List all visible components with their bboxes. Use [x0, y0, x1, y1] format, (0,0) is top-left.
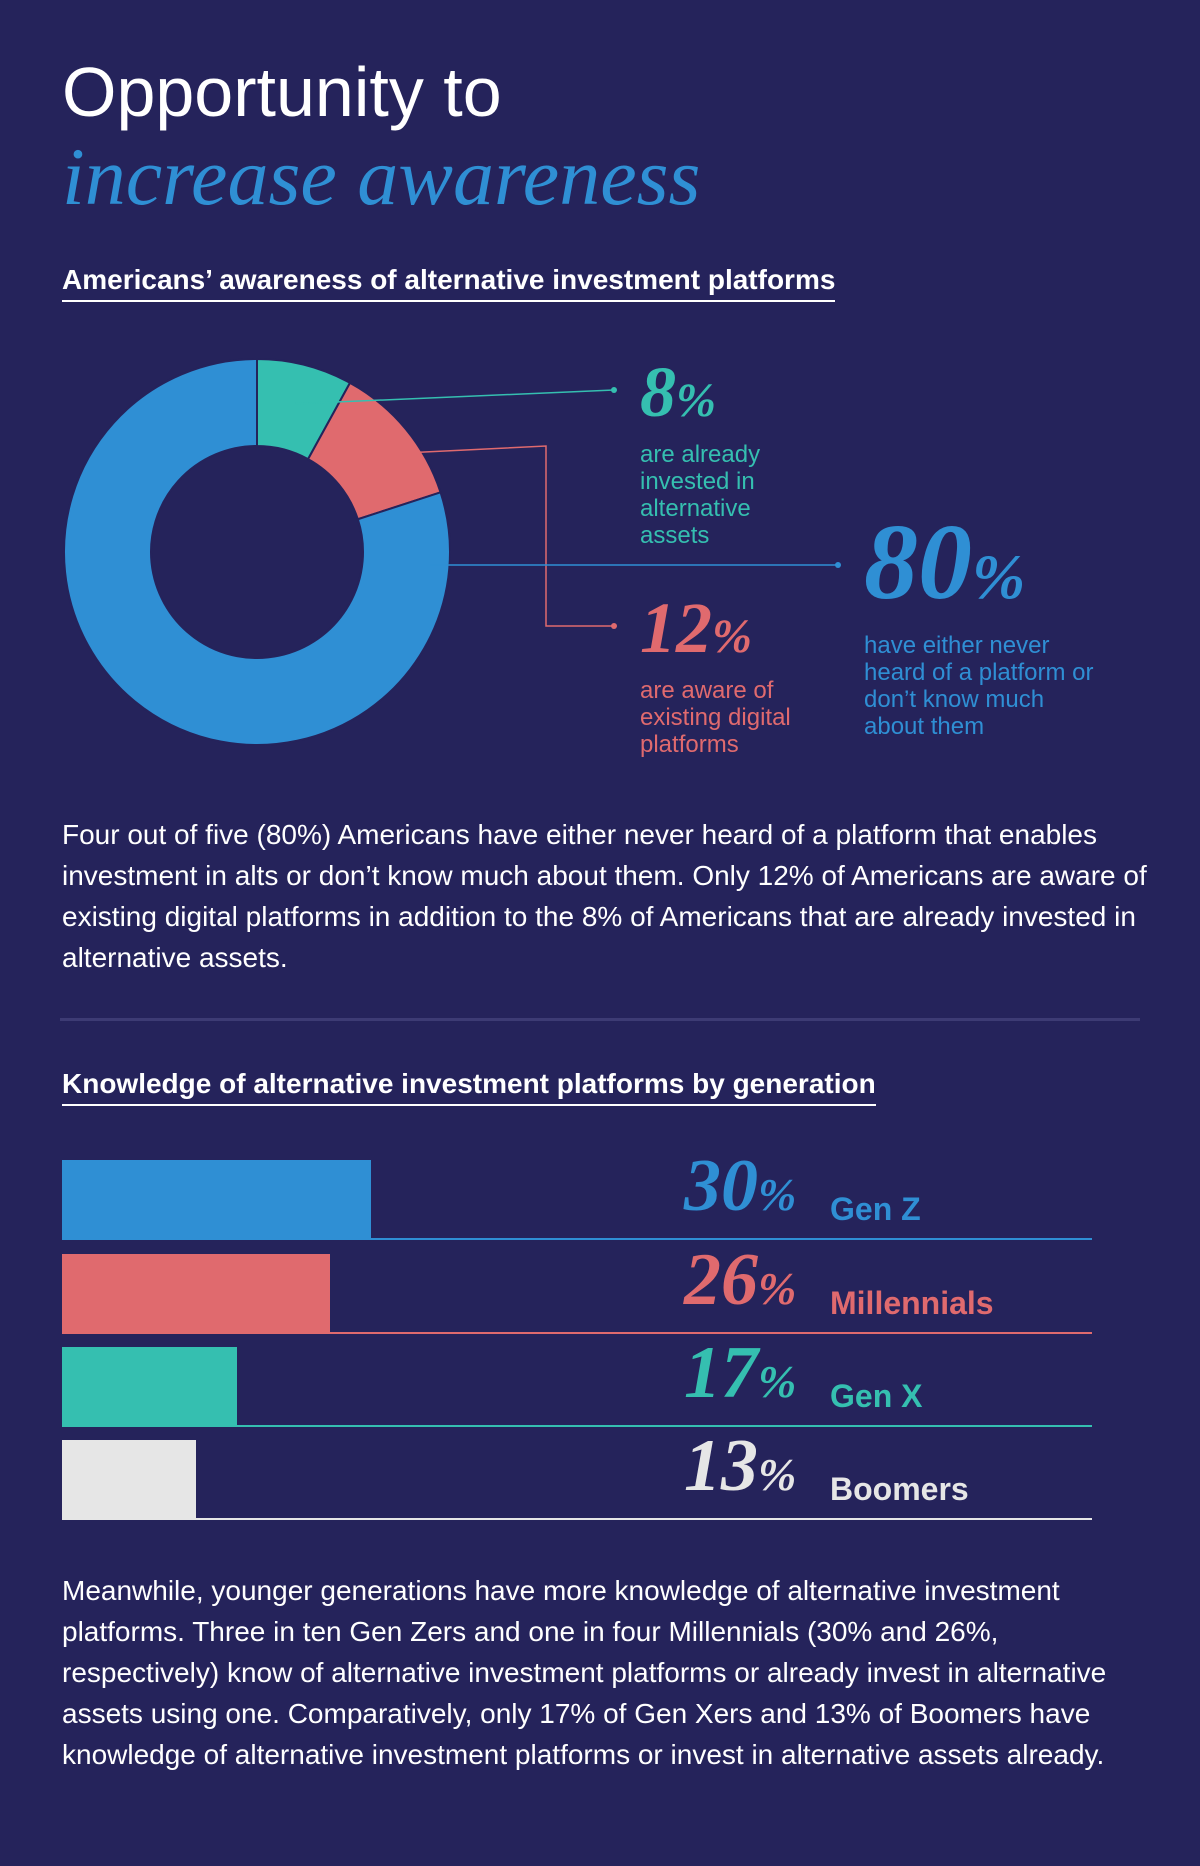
donut-section-heading: Americans’ awareness of alternative inve…	[62, 262, 836, 302]
leader-line-coral	[374, 445, 614, 627]
bar-row-boomers: 13% Boomers	[62, 1429, 1092, 1520]
bar-fill	[62, 1254, 330, 1332]
callout-coral: 12% are aware of existing digital platfo…	[640, 588, 830, 758]
bars-section-heading: Knowledge of alternative investment plat…	[62, 1066, 876, 1106]
page-title-line2: increase awareness	[62, 131, 701, 222]
bar-value-label: 13%	[684, 1425, 797, 1507]
awareness-paragraph: Four out of five (80%) Americans have ei…	[62, 819, 1147, 973]
bar-value-label: 17%	[684, 1332, 797, 1414]
donut-chart	[63, 357, 841, 746]
bar-fill	[62, 1160, 371, 1238]
bar-row-millennials: 26% Millennials	[62, 1243, 1092, 1334]
bar-baseline	[62, 1332, 1092, 1334]
leader-dot-coral	[611, 623, 617, 629]
bar-fill	[62, 1347, 238, 1425]
callout-teal-text: are already invested in alternative asse…	[640, 441, 761, 549]
bar-baseline	[62, 1238, 1092, 1240]
callout-teal: 8% are already invested in alternative a…	[640, 352, 800, 549]
bar-baseline	[62, 1518, 1092, 1520]
bar-value-label: 30%	[684, 1145, 797, 1227]
bar-category-label: Gen Z	[830, 1191, 921, 1227]
page-title-line1: Opportunity to	[62, 53, 502, 131]
bar-fill	[62, 1440, 196, 1518]
callout-teal-value: 8%	[640, 352, 716, 432]
bar-row-gen-x: 17% Gen X	[62, 1336, 1092, 1427]
bar-row-gen-z: 30% Gen Z	[62, 1149, 1092, 1240]
leader-dot-blue	[835, 562, 841, 568]
leader-dot-teal	[611, 387, 617, 393]
bar-baseline	[62, 1425, 1092, 1427]
callout-blue-text: have either never heard of a platform or…	[864, 632, 1094, 740]
callout-coral-text: are aware of existing digital platforms	[640, 677, 791, 758]
generation-paragraph: Meanwhile, younger generations have more…	[62, 1575, 1107, 1770]
bar-category-label: Millennials	[830, 1285, 994, 1321]
callout-coral-value: 12%	[640, 588, 752, 668]
callout-blue: 80% have either never heard of a platfor…	[864, 503, 1094, 741]
leader-line-teal	[295, 389, 615, 405]
bar-value-label: 26%	[684, 1239, 797, 1321]
bar-category-label: Gen X	[830, 1378, 923, 1414]
section-divider	[60, 1018, 1140, 1021]
donut-slice-blue	[63, 357, 451, 746]
bar-category-label: Boomers	[830, 1471, 969, 1507]
callout-blue-value: 80%	[864, 503, 1026, 622]
